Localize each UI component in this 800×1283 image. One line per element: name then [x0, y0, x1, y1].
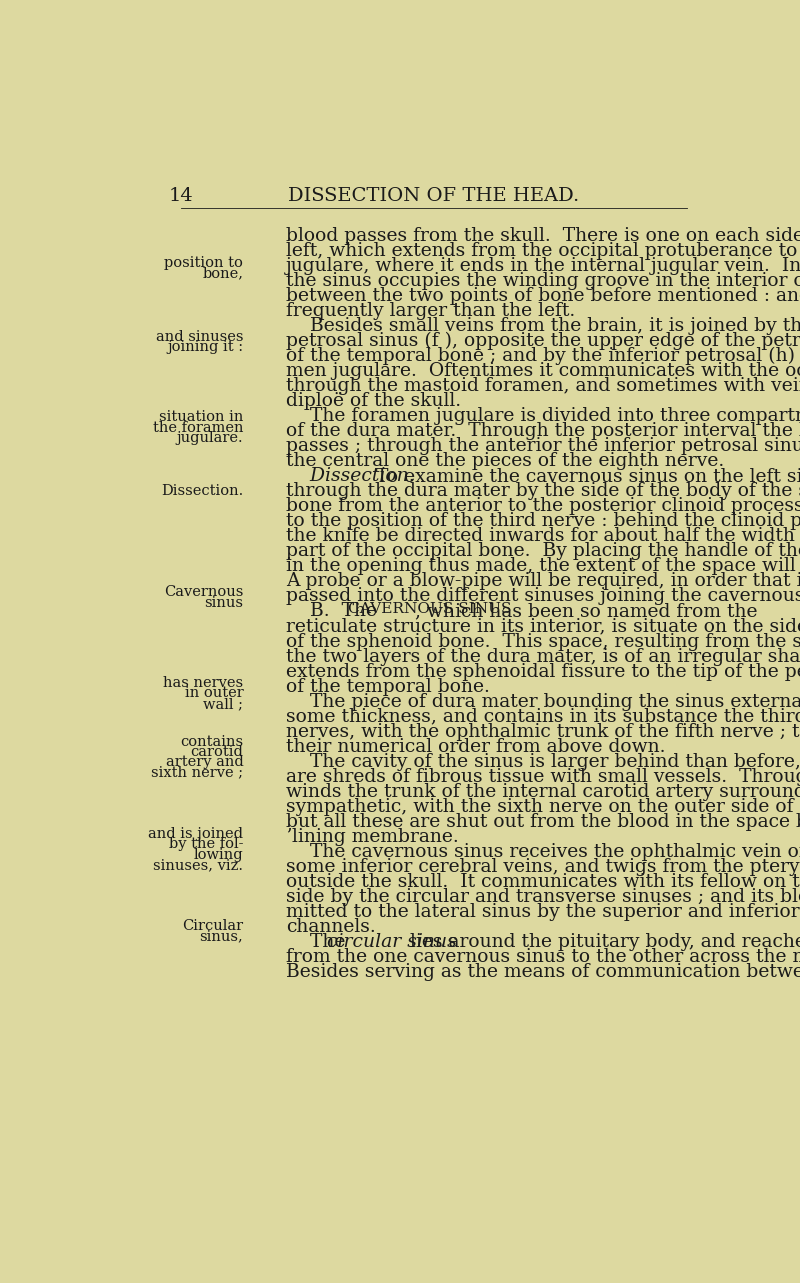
Text: sixth nerve ;: sixth nerve ;: [151, 766, 243, 780]
Text: of the dura mater.  Through the posterior interval the lateral sinus: of the dura mater. Through the posterior…: [286, 422, 800, 440]
Text: frequently larger than the left.: frequently larger than the left.: [286, 303, 575, 321]
Text: men jugulare.  Oftentimes it communicates with the occipital vein: men jugulare. Oftentimes it communicates…: [286, 362, 800, 380]
Text: of the temporal bone ; and by the inferior petrosal (h) at the fora-: of the temporal bone ; and by the inferi…: [286, 348, 800, 366]
Text: passed into the different sinuses joining the cavernous centre.: passed into the different sinuses joinin…: [286, 588, 800, 606]
Text: blood passes from the skull.  There is one on each side, right and: blood passes from the skull. There is on…: [286, 227, 800, 245]
Text: The foramen jugulare is divided into three compartments by bands: The foramen jugulare is divided into thr…: [286, 407, 800, 425]
Text: situation in: situation in: [159, 411, 243, 425]
Text: To examine the cavernous sinus on the left side, cut: To examine the cavernous sinus on the le…: [365, 467, 800, 485]
Text: through the mastoid foramen, and sometimes with veins of the: through the mastoid foramen, and sometim…: [286, 377, 800, 395]
Text: left, which extends from the occipital protuberance to the foramen: left, which extends from the occipital p…: [286, 242, 800, 260]
Text: The: The: [286, 933, 351, 951]
Text: petrosal sinus (f ), opposite the upper edge of the petrous portion: petrosal sinus (f ), opposite the upper …: [286, 332, 800, 350]
Text: Besides small veins from the brain, it is joined by the superior: Besides small veins from the brain, it i…: [286, 317, 800, 335]
Text: the two layers of the dura mater, is of an irregular shape, and: the two layers of the dura mater, is of …: [286, 648, 800, 666]
Text: to the position of the third nerve : behind the clinoid process, let: to the position of the third nerve : beh…: [286, 512, 800, 530]
Text: wall ;: wall ;: [203, 697, 243, 711]
Text: artery and: artery and: [166, 756, 243, 770]
Text: some thickness, and contains in its substance the third and fourth: some thickness, and contains in its subs…: [286, 708, 800, 726]
Text: DISSECTION OF THE HEAD.: DISSECTION OF THE HEAD.: [288, 187, 579, 205]
Text: by the fol-: by the fol-: [169, 838, 243, 852]
Text: carotid: carotid: [190, 745, 243, 760]
Text: outside the skull.  It communicates with its fellow on the opposite: outside the skull. It communicates with …: [286, 872, 800, 890]
Text: lies around the pituitary body, and reaches: lies around the pituitary body, and reac…: [403, 933, 800, 951]
Text: bone,: bone,: [202, 266, 243, 280]
Text: jugulare, where it ends in the internal jugular vein.  In this extent: jugulare, where it ends in the internal …: [286, 257, 800, 275]
Text: of the temporal bone.: of the temporal bone.: [286, 677, 490, 695]
Text: joining it :: joining it :: [167, 340, 243, 354]
Text: part of the occipital bone.  By placing the handle of the scalpel: part of the occipital bone. By placing t…: [286, 543, 800, 561]
Text: diploë of the skull.: diploë of the skull.: [286, 393, 461, 411]
Text: some inferior cerebral veins, and twigs from the pterygoid veins: some inferior cerebral veins, and twigs …: [286, 858, 800, 876]
Text: in outer: in outer: [185, 686, 243, 701]
Text: nerves, with the ophthalmic trunk of the fifth nerve ; these lie in: nerves, with the ophthalmic trunk of the…: [286, 722, 800, 740]
Text: between the two points of bone before mentioned : and the right is: between the two points of bone before me…: [286, 287, 800, 305]
Text: CAVERNOUS SINUS: CAVERNOUS SINUS: [348, 603, 512, 617]
Text: and is joined: and is joined: [148, 828, 243, 840]
Text: Cavernous: Cavernous: [164, 585, 243, 599]
Text: through the dura mater by the side of the body of the sphenoid: through the dura mater by the side of th…: [286, 482, 800, 500]
Text: Circular: Circular: [182, 919, 243, 933]
Text: sympathetic, with the sixth nerve on the outer side of the vessel ;: sympathetic, with the sixth nerve on the…: [286, 798, 800, 816]
Text: 14: 14: [169, 187, 194, 205]
Text: the sinus occupies the winding groove in the interior of the skull: the sinus occupies the winding groove in…: [286, 272, 800, 290]
Text: A probe or a blow-pipe will be required, in order that it may be: A probe or a blow-pipe will be required,…: [286, 572, 800, 590]
Text: reticulate structure in its interior, is situate on the side of the body: reticulate structure in its interior, is…: [286, 617, 800, 635]
Text: Dissection.: Dissection.: [286, 467, 414, 485]
Text: , which has been so named from the: , which has been so named from the: [415, 603, 758, 621]
Text: side by the circular and transverse sinuses ; and its blood is trans-: side by the circular and transverse sinu…: [286, 888, 800, 906]
Text: The cavity of the sinus is larger behind than before, and in it: The cavity of the sinus is larger behind…: [286, 753, 800, 771]
Text: The piece of dura mater bounding the sinus externally is of: The piece of dura mater bounding the sin…: [286, 693, 800, 711]
Text: bone from the anterior to the posterior clinoid process, and internal: bone from the anterior to the posterior …: [286, 498, 800, 516]
Text: circular sinus: circular sinus: [327, 933, 457, 951]
Text: position to: position to: [165, 255, 243, 269]
Text: sinus,: sinus,: [200, 929, 243, 943]
Text: B.  The: B. The: [286, 603, 383, 621]
Text: The cavernous sinus receives the ophthalmic vein of the orbit,: The cavernous sinus receives the ophthal…: [286, 843, 800, 861]
Text: the central one the pieces of the eighth nerve.: the central one the pieces of the eighth…: [286, 453, 724, 471]
Text: winds the trunk of the internal carotid artery surrounded by the: winds the trunk of the internal carotid …: [286, 783, 800, 801]
Text: Besides serving as the means of communication between those: Besides serving as the means of communic…: [286, 962, 800, 980]
Text: but all these are shut out from the blood in the space by a thin: but all these are shut out from the bloo…: [286, 812, 800, 830]
Text: contains: contains: [180, 735, 243, 748]
Text: extends from the sphenoidal fissure to the tip of the petrous portion: extends from the sphenoidal fissure to t…: [286, 662, 800, 680]
Text: in the opening thus made, the extent of the space will be defined.: in the opening thus made, the extent of …: [286, 557, 800, 576]
Text: are shreds of fibrous tissue with small vessels.  Through the space: are shreds of fibrous tissue with small …: [286, 767, 800, 785]
Text: Dissection.: Dissection.: [161, 484, 243, 498]
Text: passes ; through the anterior the inferior petrosal sinus ;  and through: passes ; through the anterior the inferi…: [286, 438, 800, 455]
Text: and sinuses: and sinuses: [156, 330, 243, 344]
Text: mitted to the lateral sinus by the superior and inferior petrosal: mitted to the lateral sinus by the super…: [286, 903, 800, 921]
Text: sinus: sinus: [204, 595, 243, 609]
Text: has nerves: has nerves: [163, 676, 243, 690]
Text: of the sphenoid bone.  This space, resulting from the separation of: of the sphenoid bone. This space, result…: [286, 633, 800, 650]
Text: ʼlining membrane.: ʼlining membrane.: [286, 828, 458, 845]
Text: channels.: channels.: [286, 917, 376, 935]
Text: sinuses, viz.: sinuses, viz.: [154, 858, 243, 872]
Text: the knife be directed inwards for about half the width of the basilar: the knife be directed inwards for about …: [286, 527, 800, 545]
Text: their numerical order from above down.: their numerical order from above down.: [286, 738, 666, 756]
Text: jugulare.: jugulare.: [177, 431, 243, 445]
Text: lowing: lowing: [194, 848, 243, 862]
Text: from the one cavernous sinus to the other across the middle line.: from the one cavernous sinus to the othe…: [286, 948, 800, 966]
Text: the foramen: the foramen: [153, 421, 243, 435]
